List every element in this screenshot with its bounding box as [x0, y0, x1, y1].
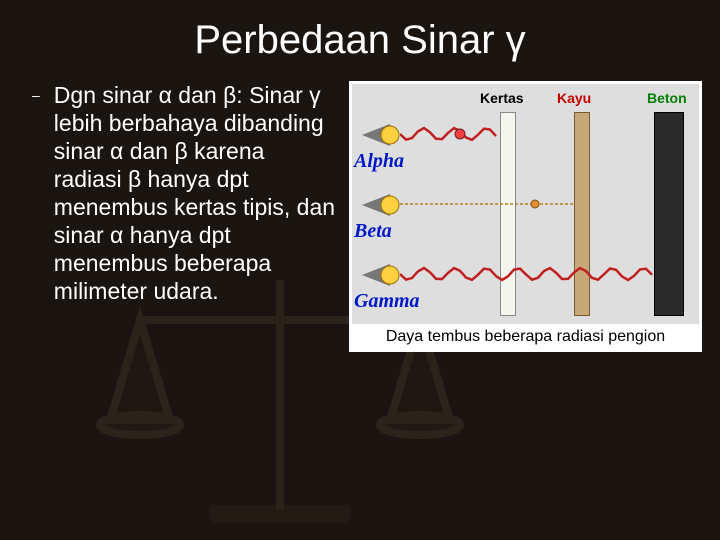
bullet-text: Dgn sinar α dan β: Sinar γ lebih berbaha…	[54, 81, 337, 352]
row-label-beta: Beta	[354, 220, 392, 243]
bullet-block: – Dgn sinar α dan β: Sinar γ lebih berba…	[32, 81, 337, 352]
barrier-label: Kayu	[557, 90, 591, 106]
figure-box: KertasKayuBetonAlphaBetaGamma Daya tembu…	[349, 81, 702, 352]
slide-title: Perbedaan Sinar γ	[0, 0, 720, 63]
trajectory-beta	[400, 184, 700, 224]
row-label-alpha: Alpha	[354, 150, 404, 173]
trajectory-alpha	[400, 114, 700, 154]
content-row: – Dgn sinar α dan β: Sinar γ lebih berba…	[0, 63, 720, 352]
penetration-diagram: KertasKayuBetonAlphaBetaGamma	[352, 84, 699, 324]
bullet-marker: –	[32, 81, 40, 352]
radiation-source-icon	[360, 190, 404, 220]
figure-caption: Daya tembus beberapa radiasi pengion	[352, 324, 699, 346]
trajectory-gamma	[400, 254, 700, 294]
barrier-label: Beton	[647, 90, 687, 106]
radiation-source-icon	[360, 260, 404, 290]
radiation-source-icon	[360, 120, 404, 150]
figure-column: KertasKayuBetonAlphaBetaGamma Daya tembu…	[349, 81, 702, 352]
barrier-label: Kertas	[480, 90, 524, 106]
